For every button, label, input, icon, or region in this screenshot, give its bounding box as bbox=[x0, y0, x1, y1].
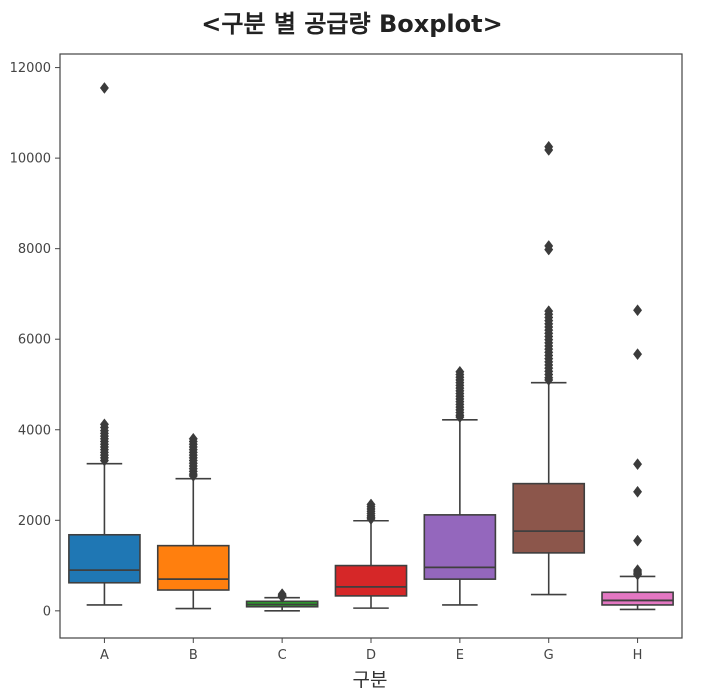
outlier-point bbox=[99, 454, 109, 467]
box-group-D bbox=[334, 498, 408, 609]
outlier-point bbox=[188, 470, 198, 482]
x-tick-label: B bbox=[189, 648, 198, 663]
outlier-point bbox=[366, 513, 376, 525]
outlier-point bbox=[633, 534, 643, 547]
outlier-point bbox=[633, 568, 643, 581]
x-tick-label: A bbox=[100, 648, 109, 663]
box-iqr bbox=[601, 591, 674, 606]
box-iqr bbox=[423, 514, 497, 580]
outlier-point bbox=[455, 411, 465, 423]
outlier-point bbox=[277, 590, 287, 603]
box-group-A bbox=[68, 82, 141, 606]
x-axis-label: 구분 bbox=[353, 669, 388, 691]
x-tick-label: H bbox=[633, 648, 643, 663]
outlier-point bbox=[99, 82, 109, 94]
box-group-H bbox=[601, 304, 674, 611]
outlier-point bbox=[633, 485, 643, 498]
box-iqr bbox=[512, 482, 586, 554]
y-tick-label: 0 bbox=[43, 604, 51, 619]
y-tick-label: 8000 bbox=[18, 242, 51, 257]
outlier-point bbox=[633, 304, 643, 317]
box-iqr bbox=[68, 533, 141, 584]
box-group-G bbox=[512, 140, 586, 596]
outlier-point bbox=[544, 374, 554, 386]
outlier-point bbox=[544, 243, 554, 256]
box-group-C bbox=[245, 588, 319, 612]
outlier-point bbox=[544, 144, 554, 156]
y-tick-label: 2000 bbox=[18, 514, 51, 529]
box-iqr bbox=[334, 564, 408, 597]
x-tick-label: E bbox=[456, 648, 464, 663]
box-group-E bbox=[423, 365, 497, 606]
x-tick-label: D bbox=[366, 648, 376, 663]
box-group-B bbox=[156, 432, 230, 610]
chart-title: <구분 별 공급량 Boxplot> bbox=[201, 10, 503, 38]
y-tick-label: 10000 bbox=[10, 152, 51, 167]
outlier-point bbox=[633, 348, 643, 361]
y-tick-label: 12000 bbox=[10, 61, 51, 76]
x-tick-label: C bbox=[278, 648, 287, 663]
y-tick-label: 6000 bbox=[18, 333, 51, 348]
outlier-point bbox=[633, 458, 643, 471]
x-tick-label: G bbox=[544, 648, 554, 663]
y-tick-label: 4000 bbox=[18, 423, 51, 438]
box-iqr bbox=[156, 544, 230, 591]
